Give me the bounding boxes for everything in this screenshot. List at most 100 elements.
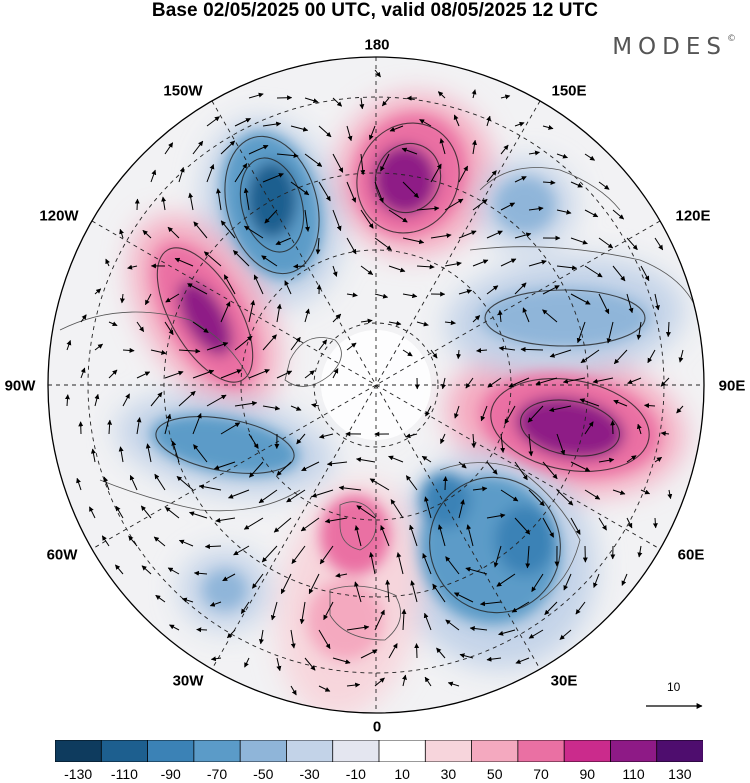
wind-vector (522, 307, 530, 323)
wind-vector (228, 489, 250, 499)
anomaly-contours (155, 122, 650, 614)
wind-vector (262, 334, 277, 351)
wind-vector (500, 202, 516, 211)
wind-vector (598, 181, 610, 190)
wind-vector (280, 573, 292, 595)
wind-vector (409, 524, 418, 547)
wind-vector (437, 524, 446, 547)
wind-vector (500, 433, 506, 453)
wind-vector (80, 367, 86, 379)
wind-vector (593, 573, 600, 588)
wind-vector (196, 627, 208, 633)
wind-vector (134, 198, 140, 211)
wind-vector (570, 293, 591, 305)
wind-vector (472, 139, 477, 155)
wind-vector (164, 142, 174, 155)
wind-vector (472, 315, 481, 323)
wind-vector (458, 289, 473, 295)
wind-vector (215, 517, 236, 523)
wind-vector (290, 336, 301, 351)
wind-vector (471, 433, 477, 449)
wind-vector (171, 440, 180, 463)
wind-vector (315, 237, 321, 255)
wind-vector (654, 456, 663, 463)
wind-vector (264, 209, 278, 224)
wind-vector (496, 573, 516, 587)
wind-vector (243, 517, 264, 530)
wind-vectors (64, 69, 684, 696)
wind-vector (444, 198, 464, 211)
wind-vector (606, 321, 614, 344)
wind-vector (193, 444, 208, 463)
wind-vector (332, 97, 343, 107)
wind-vector (140, 505, 152, 519)
wind-vector (626, 237, 638, 251)
wind-vector (129, 474, 138, 491)
colorbar-cell (100, 740, 149, 762)
wind-vector (261, 545, 278, 563)
wind-vector (262, 121, 282, 127)
wind-vector (136, 321, 145, 333)
wind-vector (276, 461, 292, 476)
wind-vector (227, 629, 236, 639)
colorbar-tick-label: -130 (64, 766, 93, 782)
wind-vector (410, 580, 418, 603)
wind-vector (192, 369, 215, 379)
wind-vector (405, 475, 418, 491)
wind-vector (304, 97, 319, 104)
wind-vector (248, 300, 256, 323)
wind-vector (301, 461, 320, 472)
wind-vector (80, 314, 87, 323)
wind-vector (122, 393, 130, 407)
wind-vector (476, 348, 488, 354)
wind-vector (440, 433, 446, 445)
wind-vector (101, 535, 110, 547)
wind-vector (637, 545, 643, 558)
wind-vector (108, 369, 118, 379)
wind-vector (127, 264, 138, 270)
colorbar-cell (147, 740, 195, 762)
wind-vector (520, 346, 544, 352)
colorbar-tick-label: 110 (622, 766, 645, 782)
wind-vector (251, 573, 264, 589)
wind-vector (542, 285, 560, 295)
lon-label-150e: 150E (551, 82, 587, 100)
wind-vector (388, 265, 406, 273)
wind-vector (299, 601, 306, 625)
wind-vector (154, 473, 166, 491)
wind-vector (165, 506, 180, 519)
wind-vector (559, 629, 572, 640)
wind-vector (613, 349, 628, 365)
wind-vector (454, 405, 460, 419)
wind-vector (258, 489, 278, 504)
wind-vector (486, 230, 503, 239)
wind-vector (459, 653, 474, 659)
brand-name: MODES (612, 34, 727, 60)
wind-vector (390, 499, 404, 519)
wind-vector (243, 225, 264, 239)
wind-vector (584, 489, 601, 500)
wind-vector (402, 674, 407, 687)
wind-vector (178, 539, 194, 547)
wind-vector (444, 261, 462, 267)
wind-vector (161, 196, 167, 211)
wind-vector (486, 656, 502, 662)
colorbar-tick-label: -90 (160, 766, 181, 782)
wind-vector (290, 629, 296, 649)
colorbar-cell (332, 740, 380, 762)
wind-vector (402, 293, 418, 299)
coastlines (59, 167, 701, 641)
colorbar-cell (563, 740, 612, 762)
wind-vector (193, 221, 208, 239)
wind-vector (275, 237, 292, 245)
wind-vector (346, 125, 353, 142)
wind-vector (498, 629, 516, 636)
lon-label-120e: 120E (675, 207, 711, 225)
wind-vector (356, 505, 376, 519)
wind-vector (150, 349, 167, 355)
wind-vector (105, 258, 110, 267)
wind-vector (192, 140, 204, 155)
lon-label-60e: 60E (677, 546, 705, 564)
wind-vector (332, 209, 342, 232)
